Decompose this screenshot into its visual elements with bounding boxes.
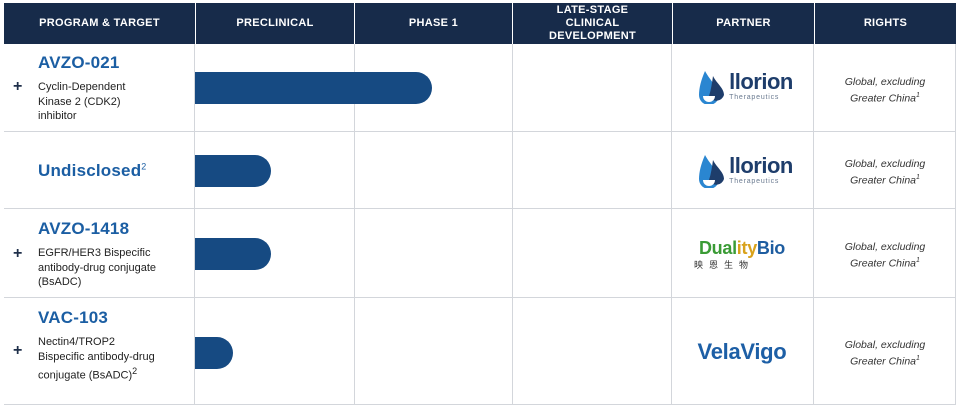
program-target: EGFR/HER3 Bispecific antibody-drug conju…	[38, 247, 157, 288]
rights-line: Greater China	[850, 92, 917, 105]
program-name-text: Undisclosed	[38, 161, 142, 180]
program-target: Nectin4/TROP2 Bispecific antibody-drug c…	[38, 335, 163, 383]
progress-bar	[195, 72, 432, 104]
footnote-marker: 2	[141, 161, 147, 172]
partner-subtitle: 映恩生物	[694, 260, 755, 270]
rights-text: Global, excluding Greater China1	[814, 158, 956, 188]
partner-subtitle: Therapeutics	[729, 178, 780, 185]
table-row: + AVZO-1418 EGFR/HER3 Bispecific antibod…	[4, 209, 956, 298]
grid-line	[671, 44, 672, 405]
llorion-drop-icon	[699, 71, 725, 104]
rights-line: Global, excluding	[844, 158, 926, 170]
program-name: AVZO-1418	[38, 219, 130, 238]
progress-bar	[195, 238, 271, 270]
header-preclinical: PRECLINICAL	[195, 3, 354, 44]
header-late-stage: LATE-STAGE CLINICAL DEVELOPMENT	[512, 3, 672, 44]
partner-logo-velavigo: VelaVigo	[672, 334, 812, 370]
program-name: VAC-103	[38, 308, 109, 327]
rights-line: Global, excluding	[844, 241, 926, 253]
table-row: Undisclosed2 llorion Therapeutics Global…	[4, 132, 956, 209]
partner-logo-dualitybio: DualityBio 映恩生物	[672, 235, 812, 275]
progress-bar	[195, 155, 271, 187]
header-program: PROGRAM & TARGET	[4, 3, 195, 44]
header-phase1: PHASE 1	[354, 3, 512, 44]
grid-line	[512, 44, 513, 405]
partner-name: VelaVigo	[697, 339, 787, 364]
program-target-text: Nectin4/TROP2 Bispecific antibody-drug c…	[38, 336, 155, 382]
partner-logo-llorion: llorion Therapeutics	[672, 66, 812, 106]
partner-name: llorion	[729, 69, 793, 94]
progress-bar	[195, 337, 233, 369]
grid-line	[813, 44, 814, 405]
header-partner: PARTNER	[672, 3, 814, 44]
program-name: AVZO-021	[38, 53, 120, 72]
partner-logo-llorion: llorion Therapeutics	[672, 150, 812, 190]
llorion-drop-icon	[699, 155, 725, 188]
footnote-marker: 1	[916, 174, 920, 181]
program-target: Cyclin-Dependent Kinase 2 (CDK2) inhibit…	[38, 81, 126, 122]
grid-line	[194, 44, 195, 405]
footnote-marker: 1	[916, 257, 920, 264]
partner-subtitle: Therapeutics	[729, 94, 780, 101]
grid-line	[955, 44, 956, 405]
rights-text: Global, excluding Greater China1	[814, 241, 956, 271]
partner-name-part: Bio	[756, 238, 786, 258]
footnote-marker: 2	[132, 366, 138, 376]
partner-name-part: Dual	[698, 238, 737, 258]
grid-line	[354, 44, 355, 405]
rights-line: Global, excluding	[844, 339, 926, 351]
footnote-marker: 1	[916, 92, 920, 99]
plus-icon[interactable]: +	[13, 78, 23, 95]
table-row: + VAC-103 Nectin4/TROP2 Bispecific antib…	[4, 298, 956, 405]
header-rights: RIGHTS	[814, 3, 956, 44]
rights-text: Global, excluding Greater China1	[814, 76, 956, 106]
footnote-marker: 1	[916, 355, 920, 362]
rights-text: Global, excluding Greater China1	[814, 339, 956, 369]
plus-icon[interactable]: +	[13, 342, 23, 359]
rights-line: Greater China	[850, 257, 917, 270]
partner-name: llorion	[729, 153, 793, 178]
rights-line: Greater China	[850, 174, 917, 187]
partner-name-part: ity	[736, 238, 757, 258]
rights-line: Global, excluding	[844, 76, 926, 88]
rights-line: Greater China	[850, 355, 917, 368]
partner-name: DualityBio	[699, 239, 785, 257]
plus-icon[interactable]: +	[13, 245, 23, 262]
program-name: Undisclosed2	[38, 161, 147, 181]
table-row: + AVZO-021 Cyclin-Dependent Kinase 2 (CD…	[4, 44, 956, 132]
